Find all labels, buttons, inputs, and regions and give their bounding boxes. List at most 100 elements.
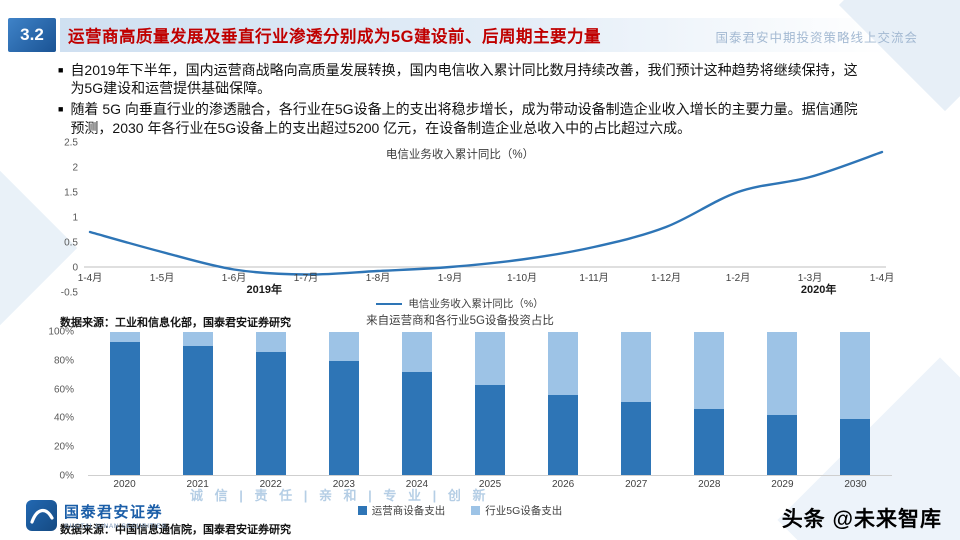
line-chart-title: 电信业务收入累计同比（%） — [385, 149, 535, 161]
bar-segment — [767, 332, 798, 415]
legend-label: 行业5G设备支出 — [485, 505, 563, 517]
bar-xtick-label: 2028 — [698, 479, 721, 490]
bar-slot — [161, 332, 234, 475]
stacked-bar-2028 — [694, 332, 725, 475]
logo-subtext: GUOTAI JUNAN SECURITIES — [64, 523, 167, 530]
logo-text-block: 国泰君安证券 GUOTAI JUNAN SECURITIES — [64, 501, 167, 530]
bar-slot — [819, 332, 892, 475]
legend-item: 运营商设备支出 — [357, 503, 446, 518]
y-tick-label: -0.5 — [61, 288, 79, 297]
stacked-bar-2026 — [548, 332, 579, 475]
bar-segment — [548, 332, 579, 395]
bar-slot — [673, 332, 746, 475]
bar-slot — [453, 332, 526, 475]
bar-segment — [255, 352, 286, 475]
bar-xtick-label: 2020 — [113, 479, 136, 490]
y-tick-label: 2.5 — [64, 138, 78, 149]
x-tick-label: 1-10月 — [507, 272, 537, 284]
stacked-bar-2021 — [182, 332, 213, 475]
bar-ytick-label: 20% — [53, 441, 74, 453]
stacked-bar-2029 — [767, 332, 798, 475]
bar-chart-title: 来自运营商和各行业5G设备投资占比 — [366, 315, 554, 327]
bar-segment — [548, 394, 579, 475]
bar-slot — [88, 332, 161, 475]
bar-segment — [109, 342, 140, 475]
slide-title: 运营商高质量发展及垂直行业渗透分别成为5G建设前、后周期主要力量 — [68, 28, 602, 46]
bar-segment — [475, 384, 506, 475]
bar-segment — [694, 409, 725, 475]
bullet-text: 自2019年下半年，国内运营商战略向高质量发展转换，国内电信收入累计同比数月持续… — [70, 62, 858, 97]
x-tick-label: 1-2月 — [726, 272, 750, 284]
bar-chart-body: 100% 80% 60% 40% 20% 0% — [10, 327, 910, 482]
guotai-junan-logo-icon — [26, 500, 57, 531]
bar-segment — [475, 332, 506, 385]
bullet-item: ■ 自2019年下半年，国内运营商战略向高质量发展转换，国内电信收入累计同比数月持… — [58, 61, 858, 97]
bar-slot — [307, 332, 380, 475]
bar-ytick-label: 80% — [53, 355, 74, 367]
bullet-text: 随着 5G 向垂直行业的渗透融合，各行业在5G设备上的支出将稳步增长，成为带动设… — [70, 101, 858, 136]
bar-plot-area — [88, 332, 892, 476]
bullet-item: ■ 随着 5G 向垂直行业的渗透融合，各行业在5G设备上的支出将稳步增长，成为带动… — [58, 100, 858, 136]
year-label: 2019年 — [246, 282, 281, 296]
y-tick-label: 1.5 — [64, 188, 78, 199]
stacked-bar-2027 — [621, 332, 652, 475]
logo-text: 国泰君安证券 — [64, 504, 164, 521]
bar-slot — [234, 332, 307, 475]
stacked-bar-2030 — [840, 332, 871, 475]
bar-segment — [621, 332, 652, 403]
bar-xtick-label: 2027 — [625, 479, 648, 490]
bar-segment — [182, 332, 213, 347]
line-chart-canvas: 2.5 2 1.5 1 0.5 0 -0.5 1-4月 1-5月 1-6月 1-7月 1-8月 1-9月… — [61, 138, 894, 297]
x-tick-label: 1-11月 — [579, 272, 608, 284]
bar-x-axis: 2020 2021 2022 2023 2024 2025 2026 2027 2028 2029… — [88, 479, 892, 490]
line-chart-source: 数据来源：工业和信息化部，国泰君安证券研究 — [60, 317, 291, 329]
section-number-badge: 3.2 — [8, 18, 56, 52]
legend-item: 行业5G设备支出 — [471, 503, 562, 518]
stacked-bar-2023 — [328, 332, 359, 475]
bar-segment — [401, 332, 432, 373]
bar-segment — [840, 419, 871, 475]
bar-xtick-label: 2026 — [551, 479, 575, 490]
x-tick-label: 1-6月 — [222, 272, 246, 284]
toutiao-watermark: 头条 @未来智库 — [781, 508, 942, 531]
logo-swoosh-icon — [29, 508, 54, 524]
bar-ytick-label: 40% — [53, 412, 74, 424]
telecom-line-series — [88, 150, 884, 276]
stacked-bar-2022 — [255, 332, 286, 475]
bar-ytick-label: 60% — [53, 384, 74, 396]
bar-segment — [767, 414, 798, 475]
bar-segment — [840, 332, 871, 420]
bar-ytick-label: 0% — [59, 470, 74, 482]
year-label: 2020年 — [801, 282, 836, 296]
bar-ytick-label: 100% — [48, 326, 74, 338]
bar-xtick-label: 2030 — [844, 479, 867, 490]
legend-label: 电信业务收入累计同比（%） — [408, 298, 544, 310]
bar-xtick-label: 2022 — [259, 479, 282, 490]
bullet-list: ■ 自2019年下半年，国内运营商战略向高质量发展转换，国内电信收入累计同比数月持… — [58, 61, 858, 140]
bar-slot — [600, 332, 673, 475]
bar-chart-legend: 运营商设备支出 行业5G设备支出 — [10, 503, 910, 518]
legend-swatch — [357, 506, 367, 515]
bar-segment — [694, 332, 725, 410]
stacked-bar-2024 — [401, 332, 432, 475]
x-tick-label: 1-4月 — [870, 272, 894, 284]
guotai-junan-logo: 国泰君安证券 GUOTAI JUNAN SECURITIES — [26, 500, 167, 531]
brand-slogan-watermark: 诚 信 | 责 任 | 亲 和 | 专 业 | 创 新 — [190, 488, 490, 503]
bullet-square-icon: ■ — [58, 65, 64, 75]
bar-chart-source: 数据来源：中国信息通信院，国泰君安证券研究 — [60, 524, 291, 536]
bar-segment — [401, 372, 432, 475]
x-tick-label: 1-4月 — [78, 272, 102, 284]
bar-segment — [255, 332, 286, 353]
telecom-revenue-line-chart: 电信业务收入累计同比（%） 2.5 2 1.5 1 0.5 0 -0.5 1-4月 1-5月 1-… — [10, 134, 910, 330]
y-tick-label: 2 — [72, 163, 78, 174]
bar-y-axis: 100% 80% 60% 40% 20% 0% — [10, 327, 80, 482]
bar-segment — [109, 332, 140, 343]
y-tick-label: 0.5 — [64, 238, 78, 249]
legend-label: 运营商设备支出 — [371, 505, 446, 517]
x-tick-label: 1-12月 — [651, 272, 681, 284]
event-watermark: 国泰君安中期投资策略线上交流会 — [715, 31, 918, 45]
legend-swatch — [471, 506, 481, 515]
bullet-square-icon: ■ — [58, 104, 64, 115]
x-tick-label: 1-8月 — [366, 272, 390, 284]
